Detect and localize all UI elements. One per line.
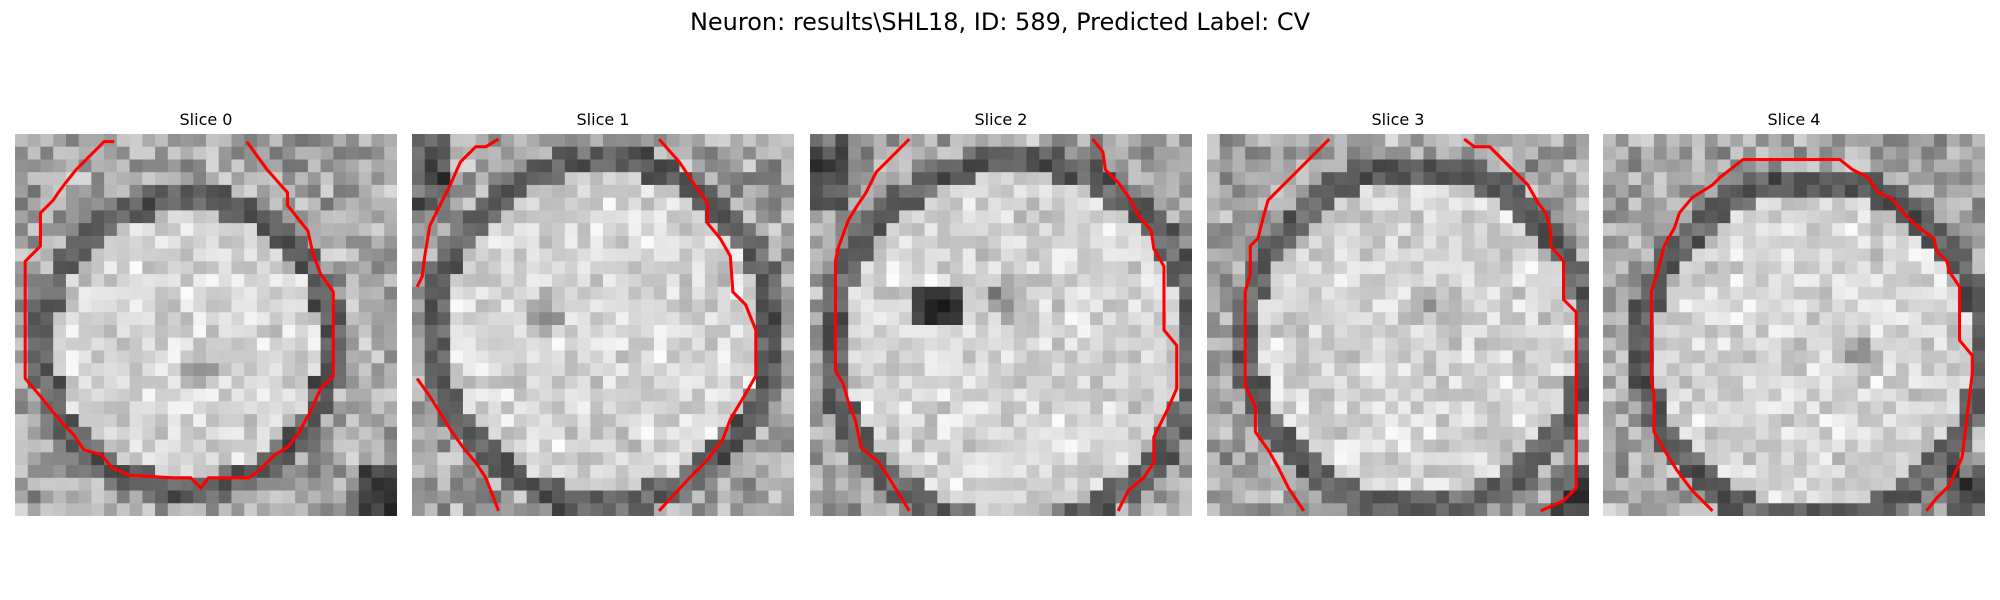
contour-line-3b xyxy=(1463,137,1578,513)
contour-line-2b xyxy=(1091,138,1179,512)
slice-title-4: Slice 4 xyxy=(1767,110,1821,129)
slice-image-1 xyxy=(412,134,794,516)
slice-image-2 xyxy=(810,134,1192,516)
pixel-grid-2 xyxy=(810,134,1192,516)
contour-line-1 xyxy=(415,137,500,288)
pixel-grid-3 xyxy=(1207,134,1589,516)
slice-image-3 xyxy=(1207,134,1589,516)
slice-image-4 xyxy=(1603,134,1985,516)
slice-image-0 xyxy=(15,134,397,516)
pixel-grid-0 xyxy=(15,134,397,516)
slice-title-0: Slice 0 xyxy=(179,110,233,129)
contour-line-1c xyxy=(415,377,501,512)
figure-title: Neuron: results\SHL18, ID: 589, Predicte… xyxy=(689,8,1311,36)
contour-line-1b xyxy=(657,138,758,512)
slice-panel-4: Slice 4 xyxy=(1603,108,1985,518)
slice-title-1: Slice 1 xyxy=(576,110,630,129)
slice-panels: Slice 0 Slice 1 Slice 2 Slice 3 xyxy=(15,108,1985,518)
contour-line-4 xyxy=(1649,157,1974,512)
pixel-grid-4 xyxy=(1603,134,1985,516)
contour-line-3 xyxy=(1243,138,1331,512)
contour-line-2 xyxy=(833,138,911,512)
slice-panel-2: Slice 2 xyxy=(810,108,1192,518)
slice-panel-0: Slice 0 xyxy=(15,108,397,518)
slice-title-2: Slice 2 xyxy=(974,110,1028,129)
slice-panel-3: Slice 3 xyxy=(1207,108,1589,518)
slice-title-3: Slice 3 xyxy=(1371,110,1425,129)
pixel-grid-1 xyxy=(412,134,794,516)
contour-line-0 xyxy=(23,140,335,491)
slice-panel-1: Slice 1 xyxy=(412,108,794,518)
